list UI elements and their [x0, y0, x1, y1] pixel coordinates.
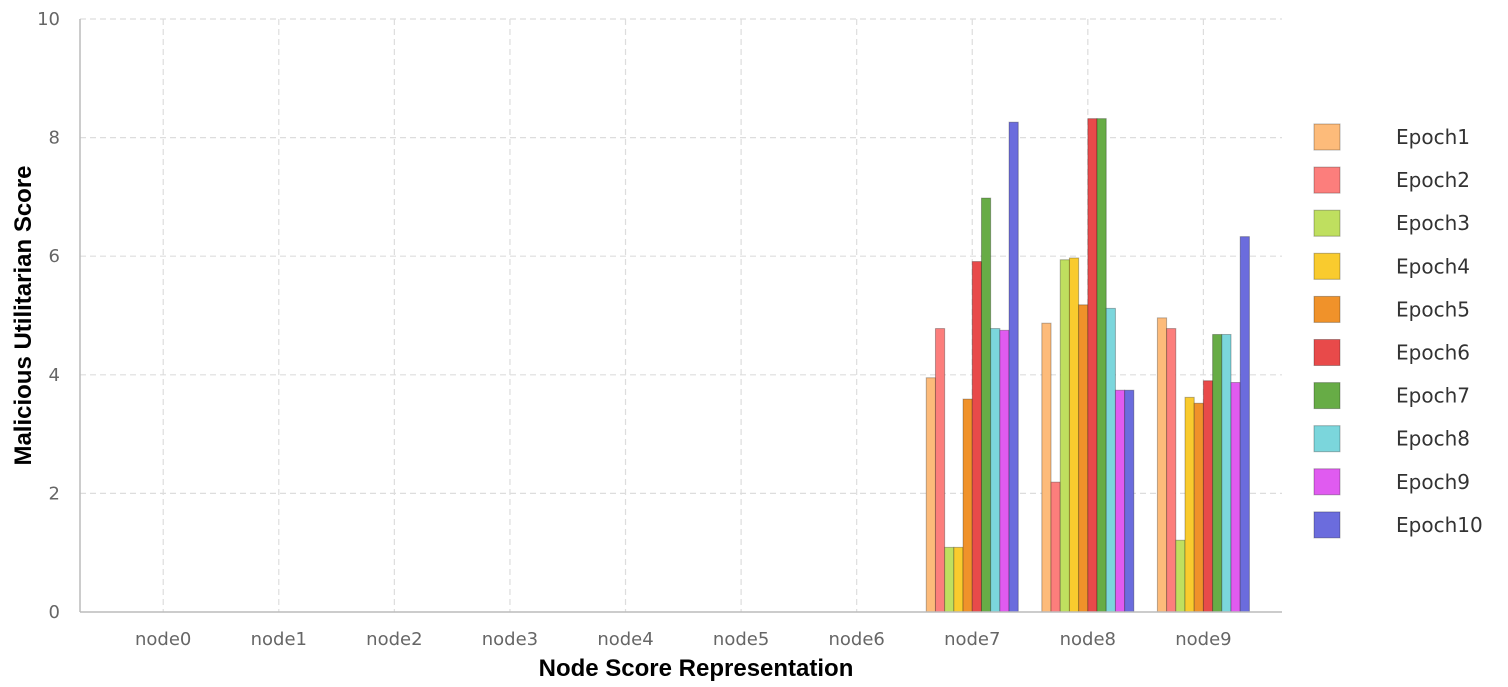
legend-swatch — [1313, 252, 1341, 280]
x-tick-label: node5 — [713, 629, 769, 650]
bar — [1239, 236, 1250, 613]
bar — [934, 328, 946, 613]
x-tick-label: node1 — [251, 629, 307, 650]
bar — [1212, 333, 1223, 613]
legend-label: Epoch7 — [1396, 384, 1470, 408]
bar — [1041, 322, 1052, 613]
bar — [953, 546, 964, 613]
bars — [925, 118, 1250, 613]
grid-lines — [80, 18, 1282, 612]
y-tick-label: 4 — [49, 365, 60, 386]
legend-label: Epoch4 — [1396, 254, 1470, 278]
legend-label: Epoch3 — [1396, 211, 1470, 235]
legend-label: Epoch8 — [1396, 427, 1470, 451]
x-tick-label: node9 — [1175, 629, 1231, 650]
bar — [980, 197, 992, 613]
bar — [971, 261, 982, 613]
y-tick-label: 6 — [49, 246, 60, 267]
y-axis-title: Malicious Utilitarian Score — [10, 165, 37, 465]
bar — [1193, 402, 1204, 613]
x-tick-label: node7 — [944, 629, 1000, 650]
legend-swatch — [1313, 425, 1341, 453]
legend-swatch — [1313, 166, 1341, 194]
legend-swatch — [1313, 339, 1341, 366]
x-axis-title: Node Score Representation — [539, 655, 854, 682]
legend-swatch — [1313, 382, 1341, 410]
bar — [1175, 539, 1186, 613]
bar — [1221, 333, 1232, 613]
legend-label: Epoch5 — [1396, 297, 1470, 321]
x-axis-ticks: node0 node1 node2 node3 node4 node5 node6 node7… — [135, 629, 1232, 650]
bar — [944, 546, 955, 613]
legend-swatch — [1313, 123, 1341, 151]
x-tick-label: node0 — [135, 629, 191, 650]
y-tick-label: 0 — [49, 602, 60, 623]
legend-label: Epoch10 — [1396, 513, 1483, 537]
bar — [1068, 257, 1080, 613]
x-tick-label: node3 — [482, 629, 538, 650]
bar — [1184, 396, 1195, 613]
legend-label: Epoch2 — [1396, 168, 1470, 192]
legend-swatch — [1313, 295, 1341, 323]
bar — [1105, 307, 1116, 613]
bar — [1156, 317, 1168, 613]
bar — [962, 398, 973, 613]
x-tick-label: node4 — [597, 629, 653, 650]
x-tick-label: node8 — [1060, 629, 1116, 650]
legend-swatch — [1313, 511, 1341, 539]
y-tick-label: 10 — [37, 9, 60, 30]
y-axis-ticks: 0 2 4 6 8 10 — [37, 9, 60, 623]
legend-swatch — [1313, 209, 1341, 237]
legend-label: Epoch6 — [1396, 341, 1470, 365]
bar — [1166, 328, 1177, 613]
bar — [1230, 382, 1241, 613]
bar — [1008, 121, 1019, 613]
bar — [1059, 259, 1070, 613]
bar — [1202, 380, 1214, 613]
bar — [925, 377, 936, 613]
legend-label: Epoch1 — [1396, 125, 1470, 149]
y-tick-label: 8 — [49, 128, 60, 149]
bar — [999, 329, 1010, 613]
bar — [1124, 389, 1135, 613]
legend: Epoch1 Epoch2 Epoch3 Epoch4 Epoch5 Epoch6 Epoc… — [1313, 123, 1483, 539]
y-tick-label: 2 — [49, 483, 60, 504]
legend-swatch — [1313, 468, 1341, 496]
bar — [1096, 118, 1107, 613]
x-tick-label: node6 — [828, 629, 884, 650]
bar — [1050, 481, 1061, 613]
bar — [1114, 389, 1126, 613]
bar — [990, 328, 1001, 613]
bar — [1078, 304, 1089, 613]
bar — [1087, 118, 1098, 613]
legend-label: Epoch9 — [1396, 470, 1470, 494]
x-tick-label: node2 — [366, 629, 422, 650]
